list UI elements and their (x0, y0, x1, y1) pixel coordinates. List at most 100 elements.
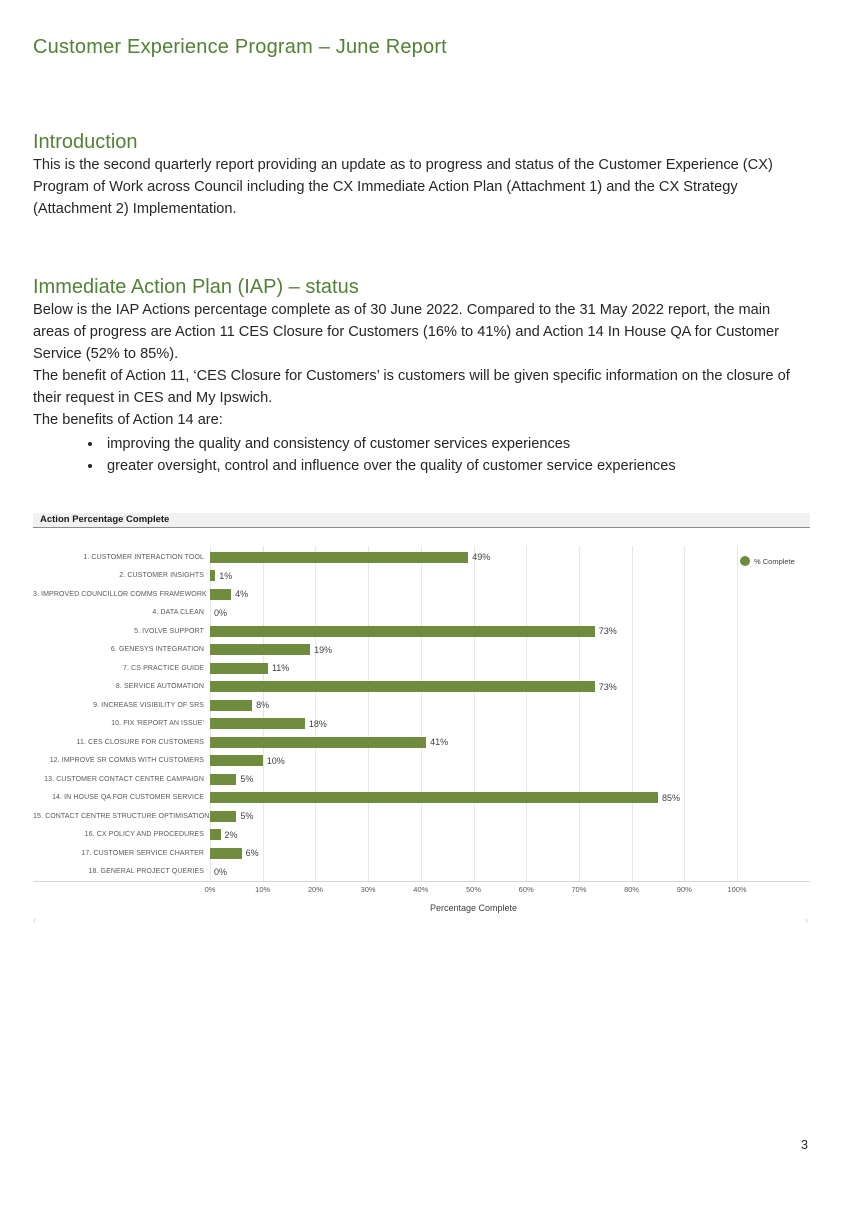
x-tick-label: 40% (413, 885, 429, 894)
bar (210, 625, 595, 637)
chart-row: 4. DATA CLEAN 0% (33, 604, 737, 623)
row-plot: 1% (210, 567, 737, 586)
x-tick-label: 80% (624, 885, 640, 894)
value-label: 2% (224, 829, 238, 840)
x-tick-label: 20% (307, 885, 323, 894)
row-plot: 8% (210, 696, 737, 715)
row-plot: 2% (210, 826, 737, 845)
x-axis-title: Percentage Complete (429, 903, 518, 913)
x-tick-label: 100% (727, 885, 747, 894)
gridline (684, 546, 686, 881)
chart-row: 16. CX POLICY AND PROCEDURES 2% (33, 826, 737, 845)
category-label: 16. CX POLICY AND PROCEDURES (84, 831, 204, 839)
iap-heading: Immediate Action Plan (IAP) – status (33, 276, 359, 298)
category-label: 8. SERVICE AUTOMATION (115, 683, 204, 691)
iap-paragraph-3: The benefits of Action 14 are: (33, 412, 223, 428)
chart-scroll-left-icon[interactable]: ‹ (33, 915, 36, 925)
value-label: 73% (598, 681, 617, 692)
row-plot: 10% (210, 752, 737, 771)
chart-legend: % Complete (740, 556, 795, 566)
category-label: 13. CUSTOMER CONTACT CENTRE CAMPAIGN (44, 775, 204, 783)
gridline (578, 546, 580, 881)
gridline (526, 546, 528, 881)
category-label: 10. FIX 'REPORT AN ISSUE' (111, 720, 204, 728)
row-plot: 0% (210, 604, 737, 623)
row-plot: 85% (210, 789, 737, 808)
x-axis-line (33, 881, 810, 882)
bar (210, 792, 658, 804)
value-label: 5% (240, 774, 254, 784)
category-label: 7. CS PRACTICE GUIDE (123, 664, 204, 672)
chart-gridlines (210, 546, 738, 881)
chart-scroll-right-icon[interactable]: › (805, 915, 808, 925)
category-label: 3. IMPROVED COUNCILLOR COMMS FRAMEWORK (33, 590, 207, 598)
chart-row: 11. CES CLOSURE FOR CUSTOMERS 41% (33, 733, 737, 752)
category-label: 17. CUSTOMER SERVICE CHARTER (81, 849, 204, 857)
value-label: 49% (472, 552, 491, 562)
row-plot: 73% (210, 678, 737, 697)
category-label: 12. IMPROVE SR COMMS WITH CUSTOMERS (49, 757, 204, 765)
bar (210, 551, 469, 563)
legend-label: % Complete (754, 556, 795, 566)
chart-row: 10. FIX 'REPORT AN ISSUE' 18% (33, 715, 737, 734)
bar (210, 644, 311, 656)
category-label: 1. CUSTOMER INTERACTION TOOL (83, 553, 204, 561)
row-plot: 73% (210, 622, 737, 641)
bar (210, 588, 232, 600)
bar (210, 773, 237, 785)
chart-row: 9. INCREASE VISIBILITY OF SRs 8% (33, 696, 737, 715)
chart-row: 12. IMPROVE SR COMMS WITH CUSTOMERS 10% (33, 752, 737, 771)
row-plot: 49% (210, 548, 737, 567)
value-label: 10% (266, 755, 285, 766)
chart-plot-area: 1. CUSTOMER INTERACTION TOOL 49% 2. CUSTOM… (33, 528, 810, 933)
chart-row: 18. GENERAL PROJECT QUERIES 0% (33, 863, 737, 882)
category-label: 18. GENERAL PROJECT QUERIES (88, 868, 204, 876)
bar (210, 736, 427, 748)
chart-rows: 1. CUSTOMER INTERACTION TOOL 49% 2. CUSTOM… (33, 548, 737, 881)
iap-paragraph-1: Below is the IAP Actions percentage comp… (33, 302, 779, 362)
category-label: 4. DATA CLEAN (152, 609, 204, 617)
value-label: 5% (240, 811, 254, 821)
row-plot: 18% (210, 715, 737, 734)
x-tick-label: 0% (204, 885, 216, 894)
gridline (737, 546, 738, 881)
value-label: 8% (256, 700, 270, 710)
gridline (210, 546, 211, 881)
page-number: 3 (801, 1138, 808, 1152)
value-label: 11% (271, 663, 290, 673)
bar (210, 718, 305, 730)
action-percentage-chart: Action Percentage Complete 1. CUSTOMER I… (33, 513, 810, 933)
benefit-item: greater oversight, control and influence… (103, 455, 810, 477)
row-plot: 11% (210, 659, 737, 678)
bar (210, 681, 595, 693)
row-plot: 41% (210, 733, 737, 752)
bar (210, 755, 263, 767)
chart-row: 1. CUSTOMER INTERACTION TOOL 49% (33, 548, 737, 567)
row-plot: 5% (210, 770, 737, 789)
benefit-item: improving the quality and consistency of… (103, 433, 810, 455)
report-content: Customer Experience Program – June Repor… (0, 36, 844, 933)
chart-row: 13. CUSTOMER CONTACT CENTRE CAMPAIGN 5% (33, 770, 737, 789)
chart-row: 6. GENESYS INTEGRATION 19% (33, 641, 737, 660)
value-label: 19% (314, 644, 333, 655)
category-label: 5. IVOLVE SUPPORT (134, 627, 204, 635)
value-label: 41% (430, 737, 449, 747)
legend-marker-icon (740, 556, 750, 566)
x-tick-label: 30% (360, 885, 376, 894)
value-label: 0% (214, 866, 228, 877)
x-tick-label: 90% (676, 885, 692, 894)
bar (210, 847, 242, 859)
introduction-heading: Introduction (33, 131, 138, 153)
chart-row: 5. IVOLVE SUPPORT 73% (33, 622, 737, 641)
value-label: 1% (219, 570, 233, 581)
x-tick-label: 70% (571, 885, 587, 894)
chart-row: 15. CONTACT CENTRE STRUCTURE OPTIMISATIO… (33, 807, 737, 826)
bar (210, 699, 253, 711)
value-label: 4% (235, 589, 249, 599)
bar (210, 810, 237, 822)
chart-title: Action Percentage Complete (33, 513, 810, 528)
category-label: 6. GENESYS INTEGRATION (110, 646, 204, 654)
row-plot: 4% (210, 585, 737, 604)
category-label: 9. INCREASE VISIBILITY OF SRs (93, 701, 204, 709)
